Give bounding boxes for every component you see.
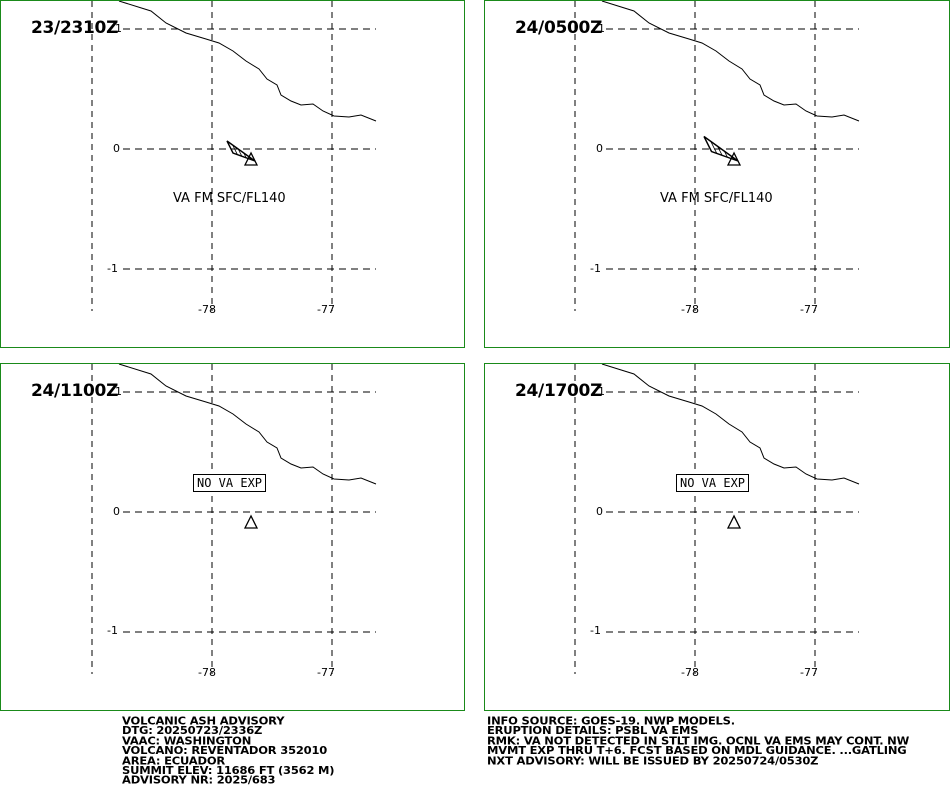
panel-time: 24/1100Z — [31, 381, 119, 401]
lat-label-minus1: -1 — [590, 624, 601, 637]
no-va-expected-box: NO VA EXP — [676, 474, 750, 492]
ash-plume-polygon — [226, 140, 256, 162]
va-level-label: VA FM SFC/FL140 — [660, 191, 773, 206]
plume-hatch — [249, 156, 251, 160]
no-va-expected-box: NO VA EXP — [193, 474, 267, 492]
boundary-line — [601, 364, 860, 485]
advisory-line: DTG: 20250723/2336Z — [122, 723, 263, 738]
ash-plume-polygon — [703, 135, 739, 162]
lon-label-minus78: -78 — [681, 666, 699, 679]
map-panel-4: 24/1700Z 1 0 -1 -78 -77 NO VA EXP — [484, 363, 950, 711]
advisory-line: INFO SOURCE: GOES-19. NWP MODELS. — [487, 714, 735, 728]
panel-time: 24/1700Z — [515, 381, 603, 401]
boundary-line — [601, 1, 860, 122]
map-layer — [91, 364, 377, 674]
lon-label-minus77: -77 — [800, 666, 818, 679]
volcano-triangle-icon — [243, 514, 259, 529]
map-panel-1: 23/2310Z 1 0 -1 -78 -77 VA FM SFC/FL140 — [0, 0, 465, 348]
plume-hatch — [724, 151, 728, 158]
volcano-triangle-icon — [726, 514, 742, 529]
map-graphic — [91, 1, 377, 311]
map-graphic — [574, 1, 860, 311]
advisory-line: ADVISORY NR: 2025/683 — [122, 773, 276, 787]
boundary-line — [118, 364, 377, 485]
panel-time: 23/2310Z — [31, 18, 119, 38]
advisory-details-block: INFO SOURCE: GOES-19. NWP MODELS. ERUPTI… — [487, 714, 910, 767]
lat-label-0: 0 — [596, 142, 603, 155]
lon-label-minus77: -77 — [800, 303, 818, 316]
lat-label-0: 0 — [596, 505, 603, 518]
advisory-line: RMK: VA NOT DETECTED IN STLT IMG. OCNL V… — [487, 733, 910, 748]
lat-label-1: 1 — [598, 385, 605, 398]
plume-hatch — [237, 148, 243, 157]
map-layer — [574, 364, 860, 674]
lat-label-0: 0 — [113, 505, 120, 518]
plume-hatch — [710, 141, 718, 154]
lat-label-1: 1 — [115, 385, 122, 398]
lon-label-minus78: -78 — [681, 303, 699, 316]
panel-time: 24/0500Z — [515, 18, 603, 38]
lat-label-0: 0 — [113, 142, 120, 155]
lon-label-minus77: -77 — [317, 303, 335, 316]
lat-label-1: 1 — [115, 22, 122, 35]
lon-label-minus77: -77 — [317, 666, 335, 679]
boundary-line — [118, 1, 377, 122]
plume-hatch — [730, 155, 734, 160]
advisory-line: VOLCANIC ASH ADVISORY — [122, 714, 285, 728]
map-panel-2: 24/0500Z 1 0 -1 -78 -77 VA FM SFC/FL140 — [484, 0, 950, 348]
advisory-line: SUMMIT ELEV: 11686 FT (3562 M) — [122, 763, 335, 777]
lat-label-minus1: -1 — [590, 262, 601, 275]
plume-hatch — [717, 146, 723, 156]
lat-label-minus1: -1 — [107, 262, 118, 275]
plume-hatch — [232, 144, 238, 155]
advisory-line: MVMT EXP THRU T+6. FCST BASED ON MDL GUI… — [487, 743, 907, 758]
map-panel-3: 24/1100Z 1 0 -1 -78 -77 NO VA EXP — [0, 363, 465, 711]
lat-label-minus1: -1 — [107, 624, 118, 637]
lon-label-minus78: -78 — [198, 666, 216, 679]
advisory-line: VOLCANO: REVENTADOR 352010 — [122, 743, 328, 758]
map-graphic — [91, 364, 377, 674]
lat-label-1: 1 — [598, 22, 605, 35]
advisory-line: VAAC: WASHINGTON — [122, 733, 252, 748]
advisory-line: NXT ADVISORY: WILL BE ISSUED BY 20250724… — [487, 753, 819, 767]
advisory-line: ERUPTION DETAILS: PSBL VA EMS — [487, 723, 699, 738]
va-level-label: VA FM SFC/FL140 — [173, 191, 286, 206]
map-layer — [91, 1, 377, 311]
map-layer — [574, 1, 860, 311]
lon-label-minus78: -78 — [198, 303, 216, 316]
plume-hatch — [243, 152, 247, 158]
advisory-header-block: VOLCANIC ASH ADVISORY DTG: 20250723/2336… — [122, 714, 335, 787]
map-graphic — [574, 364, 860, 674]
advisory-line: AREA: ECUADOR — [122, 753, 226, 767]
